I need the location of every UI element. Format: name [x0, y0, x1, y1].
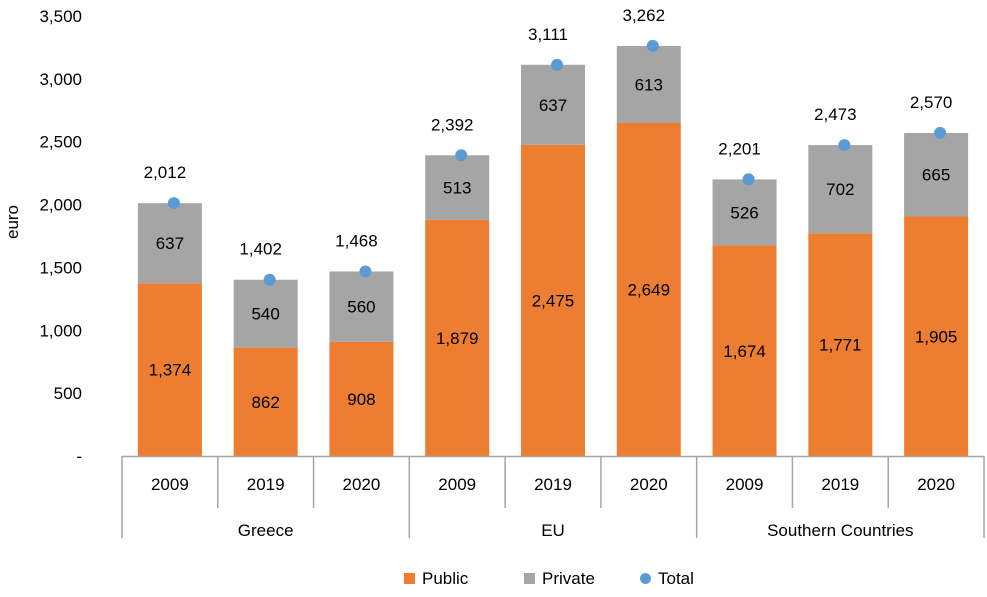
legend-public: Public — [404, 569, 469, 588]
data-label-public: 1,879 — [436, 329, 479, 348]
data-label-public: 2,649 — [628, 280, 671, 299]
y-axis-ticks: - 500 1,000 1,500 2,000 2,500 3,000 3,500 — [39, 7, 82, 466]
legend: Public Private Total — [404, 569, 694, 588]
data-label-private: 637 — [539, 96, 567, 115]
x-tick-label: 2009 — [438, 475, 476, 494]
bars: 1,374 637 2,012 862 540 1,402 908 560 1,468 1,879… — [138, 6, 968, 456]
data-label-private: 665 — [922, 166, 950, 185]
x-axis: 2009 2019 2020 Greece 2009 2019 2020 EU 2009 2019… — [122, 456, 984, 540]
x-group-label: EU — [541, 521, 565, 540]
y-axis-label: euro — [3, 205, 22, 239]
data-label-private: 560 — [347, 298, 375, 317]
data-label-total: 2,570 — [910, 93, 953, 112]
total-point — [743, 173, 755, 185]
total-point — [934, 127, 946, 139]
total-point — [359, 265, 371, 277]
data-label-public: 908 — [347, 390, 375, 409]
data-label-total: 3,111 — [528, 25, 568, 44]
data-label-public: 1,771 — [819, 336, 862, 355]
x-group-label: Southern Countries — [767, 521, 913, 540]
data-label-private: 513 — [443, 179, 471, 198]
data-label-private: 540 — [251, 305, 279, 324]
total-point — [264, 274, 276, 286]
data-label-public: 1,374 — [149, 361, 192, 380]
data-label-public: 1,674 — [723, 342, 766, 361]
y-tick-label: 3,500 — [39, 7, 82, 26]
data-label-private: 702 — [826, 180, 854, 199]
x-tick-label: 2009 — [151, 475, 189, 494]
y-tick-label: 2,500 — [39, 133, 82, 152]
data-label-public: 1,905 — [915, 327, 958, 346]
legend-total: Total — [640, 569, 694, 588]
y-tick-label: 500 — [54, 384, 82, 403]
total-point — [168, 197, 180, 209]
legend-total-swatch — [640, 573, 651, 584]
data-label-total: 2,473 — [814, 105, 857, 124]
x-tick-label: 2020 — [630, 475, 668, 494]
data-label-total: 1,402 — [239, 240, 282, 259]
data-label-total: 1,468 — [335, 231, 378, 250]
data-label-private: 637 — [156, 234, 184, 253]
y-tick-label: 2,000 — [39, 196, 82, 215]
y-tick-label: 3,000 — [39, 70, 82, 89]
legend-private-swatch — [524, 573, 535, 584]
x-tick-label: 2019 — [821, 475, 859, 494]
x-group-label: Greece — [238, 521, 294, 540]
y-tick-label: 1,000 — [39, 321, 82, 340]
data-label-total: 2,392 — [431, 115, 474, 134]
data-label-private: 613 — [635, 75, 663, 94]
total-point — [838, 139, 850, 151]
data-label-total: 3,262 — [623, 6, 666, 25]
x-tick-label: 2020 — [917, 475, 955, 494]
y-tick-label: - — [76, 447, 82, 466]
x-tick-label: 2019 — [247, 475, 285, 494]
legend-private-label: Private — [542, 569, 595, 588]
data-label-public: 862 — [251, 393, 279, 412]
data-label-total: 2,201 — [718, 139, 761, 158]
y-tick-label: 1,500 — [39, 258, 82, 277]
legend-public-label: Public — [422, 569, 469, 588]
data-label-public: 2,475 — [532, 291, 575, 310]
legend-public-swatch — [404, 573, 415, 584]
total-point — [455, 149, 467, 161]
legend-private: Private — [524, 569, 595, 588]
x-tick-label: 2019 — [534, 475, 572, 494]
total-point — [551, 59, 563, 71]
data-label-private: 526 — [730, 203, 758, 222]
x-tick-label: 2009 — [726, 475, 764, 494]
x-tick-label: 2020 — [343, 475, 381, 494]
data-label-total: 2,012 — [144, 163, 187, 182]
legend-total-label: Total — [658, 569, 694, 588]
total-point — [647, 40, 659, 52]
